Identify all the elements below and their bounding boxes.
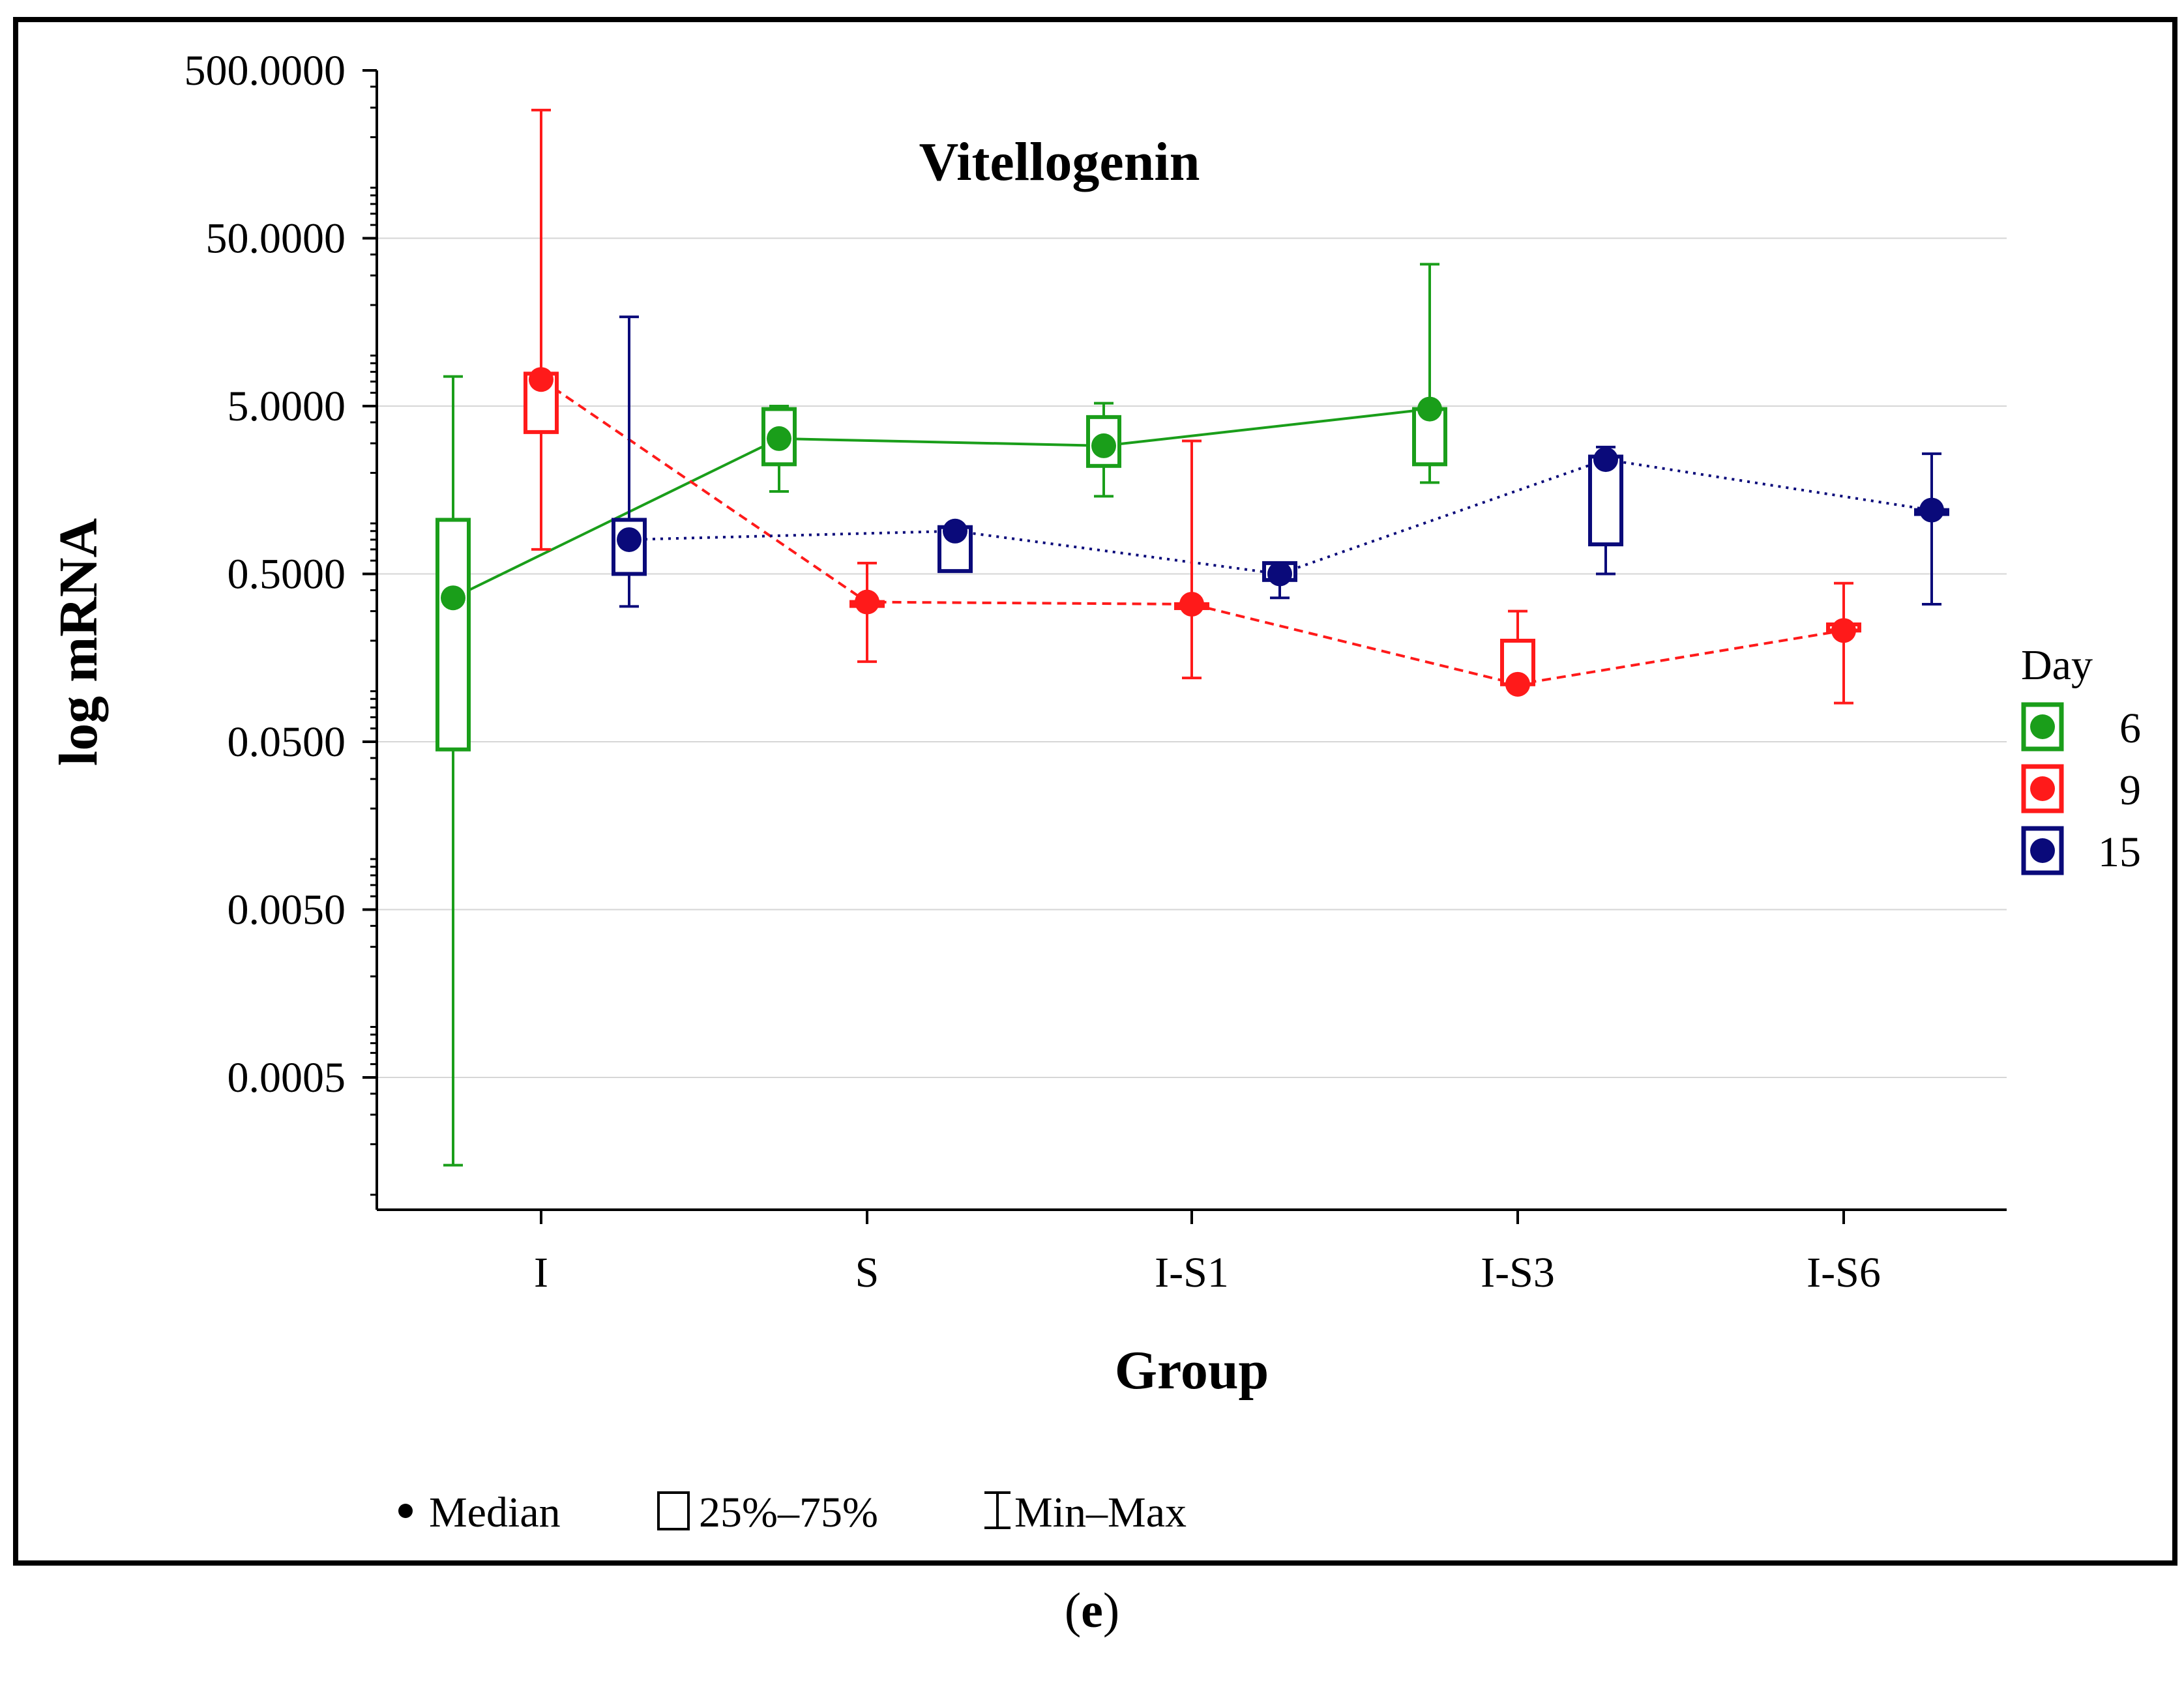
median-point [1267, 561, 1292, 587]
median-point [617, 527, 642, 552]
iqr-box [1412, 407, 1447, 467]
caption-letter: e [1081, 1583, 1103, 1638]
y-tick-label: 0.0050 [228, 886, 346, 934]
legend-label: 6 [2119, 705, 2141, 752]
y-tick-label: 0.0005 [228, 1054, 346, 1102]
box-key-label: 25%–75% [699, 1489, 878, 1536]
x-tick-labels: I S I-S1 I-S3 I-S6 [534, 1249, 1881, 1296]
iqr-box [1500, 638, 1535, 686]
legend-marker [2030, 838, 2055, 863]
median-key-icon [398, 1504, 413, 1518]
legend: 6 9 15 [2021, 702, 2141, 876]
x-tick-label: I-S3 [1481, 1249, 1555, 1296]
legend-marker [2030, 714, 2055, 739]
y-tick-label: 500.0000 [184, 47, 346, 95]
legend-entry-6: 6 [2021, 702, 2141, 752]
figure-caption: (e) [1065, 1583, 1119, 1638]
legend-label: 9 [2119, 767, 2141, 814]
y-axis-title: log mRNA [48, 518, 109, 767]
median-point [1417, 396, 1442, 422]
legend-entry-9: 9 [2021, 764, 2141, 814]
median-point [441, 585, 465, 611]
box-plot-6-S [761, 405, 797, 493]
y-ticks [362, 69, 377, 1196]
key-legend: Median 25%–75% Min–Max [398, 1489, 1187, 1536]
median-point [855, 589, 879, 615]
legend-marker [2030, 776, 2055, 801]
legend-swatch [2021, 764, 2064, 813]
iqr-box [435, 518, 471, 752]
x-tick-label: I-S1 [1155, 1249, 1229, 1296]
median-point [767, 426, 791, 451]
median-point [1919, 497, 1944, 523]
x-axis-title: Group [1115, 1340, 1269, 1401]
median-point [1091, 433, 1116, 458]
legend-label: 15 [2098, 828, 2141, 876]
whisker-key-icon [984, 1491, 1011, 1529]
median-key-label: Median [429, 1489, 561, 1536]
legend-entry-15: 15 [2021, 826, 2141, 876]
y-tick-label: 0.0500 [228, 718, 346, 766]
median-point [943, 518, 967, 544]
caption-open: ( [1065, 1583, 1081, 1638]
box-plot-6-I-S3 [1412, 263, 1447, 484]
y-tick-label: 5.0000 [228, 383, 346, 430]
median-point [529, 367, 553, 392]
gridlines [377, 237, 2007, 1078]
y-tick-label: 50.0000 [206, 215, 346, 263]
caption-close: ) [1103, 1583, 1119, 1638]
box-plots [435, 108, 1949, 1167]
box-key-icon [657, 1491, 690, 1530]
x-tick-label: S [855, 1249, 879, 1296]
x-tick-label: I [534, 1249, 548, 1296]
whisker-key-label: Min–Max [1014, 1489, 1187, 1536]
legend-title: Day [2021, 641, 2093, 689]
median-point [1831, 618, 1856, 643]
median-point [1593, 447, 1618, 473]
y-tick-labels: 500.0000 50.0000 5.0000 0.5000 0.0500 0.0050 0… [184, 47, 346, 1102]
x-ticks [540, 1210, 1845, 1224]
box-plot-6-I [435, 375, 471, 1167]
median-point [1179, 591, 1204, 617]
x-tick-label: I-S6 [1807, 1249, 1881, 1296]
median-point [1505, 671, 1530, 697]
median-line-9 [540, 378, 1844, 686]
chart-title: Vitellogenin [919, 132, 1200, 192]
y-tick-label: 0.5000 [228, 551, 346, 598]
